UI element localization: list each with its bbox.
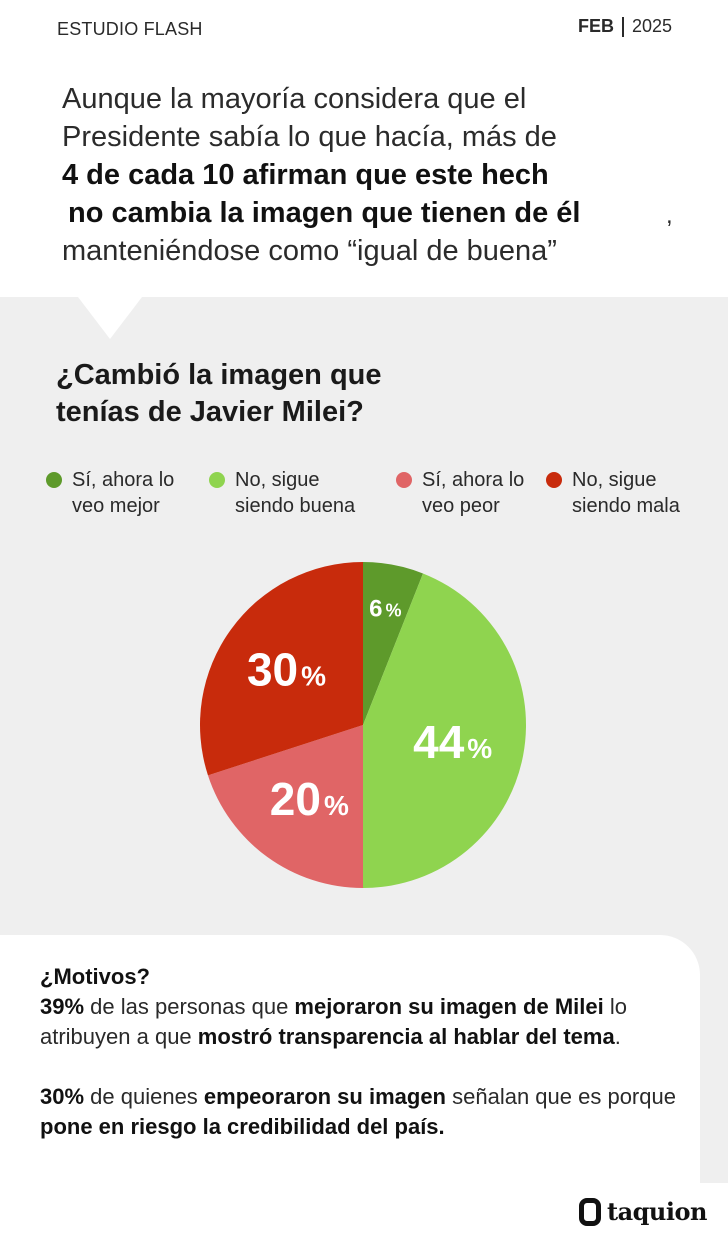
headline: Aunque la mayoría considera que el Presi… [62,80,682,270]
question-line-1: ¿Cambió la imagen que [56,359,382,391]
legend-label: Sí, ahora lo [72,469,175,491]
legend-item-peor: Sí, ahora lo veo peor [396,467,552,519]
card-corner-bg [700,935,728,1183]
headline-comma: , [666,202,673,229]
pie-chart: 6% 44% 20% 30% [196,555,536,905]
legend-label: No, sigue [572,469,657,491]
panel-notch [78,297,142,339]
brand-logo: taquion [579,1197,707,1226]
paragraph-gap [40,1052,680,1082]
taquion-logo-icon [579,1197,601,1226]
brand-name: taquion [607,1197,707,1226]
motivos-bold: empeoraron su imagen [203,1084,446,1109]
motivos-pct: 39% [40,994,85,1019]
pie-slice-label: 6% [369,596,401,623]
motivos-bold: pone en riesgo la credibilidad del país. [40,1114,445,1139]
motivos-paragraph-1: 39% de las personas que mejoraron su ima… [40,992,680,1052]
pie-slice-label: 20% [270,773,349,825]
date-month: FEB [577,16,614,36]
motivos-title: ¿Motivos? [40,964,150,989]
motivos-card [0,935,700,1183]
pie-slice [199,562,363,776]
date-year: 2025 [631,16,672,36]
pie-slice [363,562,424,725]
legend-label: veo mejor [72,495,160,517]
legend-dot [546,472,562,488]
legend-label: veo peor [422,495,500,517]
legend-item-buena: No, sigue siendo buena [209,467,385,519]
headline-line-5: manteniéndose como “igual de buena” [62,235,557,267]
legend-item-mejor: Sí, ahora lo veo mejor [46,467,202,519]
motivos-text: lo atribuyen a que [40,994,627,1049]
motivos-text: de las personas que [84,994,295,1019]
pie-slice-label: 30% [247,644,326,696]
motivos-bold: mostró transparencia al hablar del tema [197,1024,615,1049]
motivos-text: . [614,1024,621,1049]
chart-question: ¿Cambió la imagen que tenías de Javier M… [56,357,382,431]
pie-slice-label: 44% [413,716,492,768]
pie-chart-svg: 6 % 44 % 20 % 30% [199,562,526,888]
headline-line-3: 4 de cada 10 afirman que este hech [62,159,549,191]
motivos-paragraph-2: 30% de quienes empeoraron su imagen seña… [40,1082,680,1142]
study-date: FEB 2025 [578,16,672,37]
study-label: ESTUDIO FLASH [57,19,203,39]
legend-label: siendo mala [572,495,680,517]
legend-label: No, sigue [235,469,320,491]
motivos-bold: mejoraron su imagen de Milei [294,994,604,1019]
motivos-section: ¿Motivos? 39% de las personas que mejora… [40,962,680,1142]
pie-slice [207,725,363,888]
headline-line-1: Aunque la mayoría considera que el [62,83,527,115]
legend-item-mala: No, sigue siendo mala [546,467,712,519]
motivos-pct: 30% [40,1084,85,1109]
date-separator [621,16,624,37]
motivos-text: señalan que es porque [446,1084,676,1109]
legend-dot [209,472,225,488]
chart-legend: Sí, ahora lo veo mejor No, sigue siendo … [46,467,706,527]
header-bar: ESTUDIO FLASH FEB 2025 [0,0,728,60]
legend-label: Sí, ahora lo [422,469,525,491]
question-line-2: tenías de Javier Milei? [56,396,364,428]
legend-label: siendo buena [235,495,356,517]
legend-dot [396,472,412,488]
pie-slice [363,573,526,888]
headline-line-2: Presidente sabía lo que hacía, más de [62,121,557,153]
headline-line-4: no cambia la imagen que tienen de él [68,197,581,229]
motivos-text: de quienes [84,1084,204,1109]
legend-dot [46,472,62,488]
